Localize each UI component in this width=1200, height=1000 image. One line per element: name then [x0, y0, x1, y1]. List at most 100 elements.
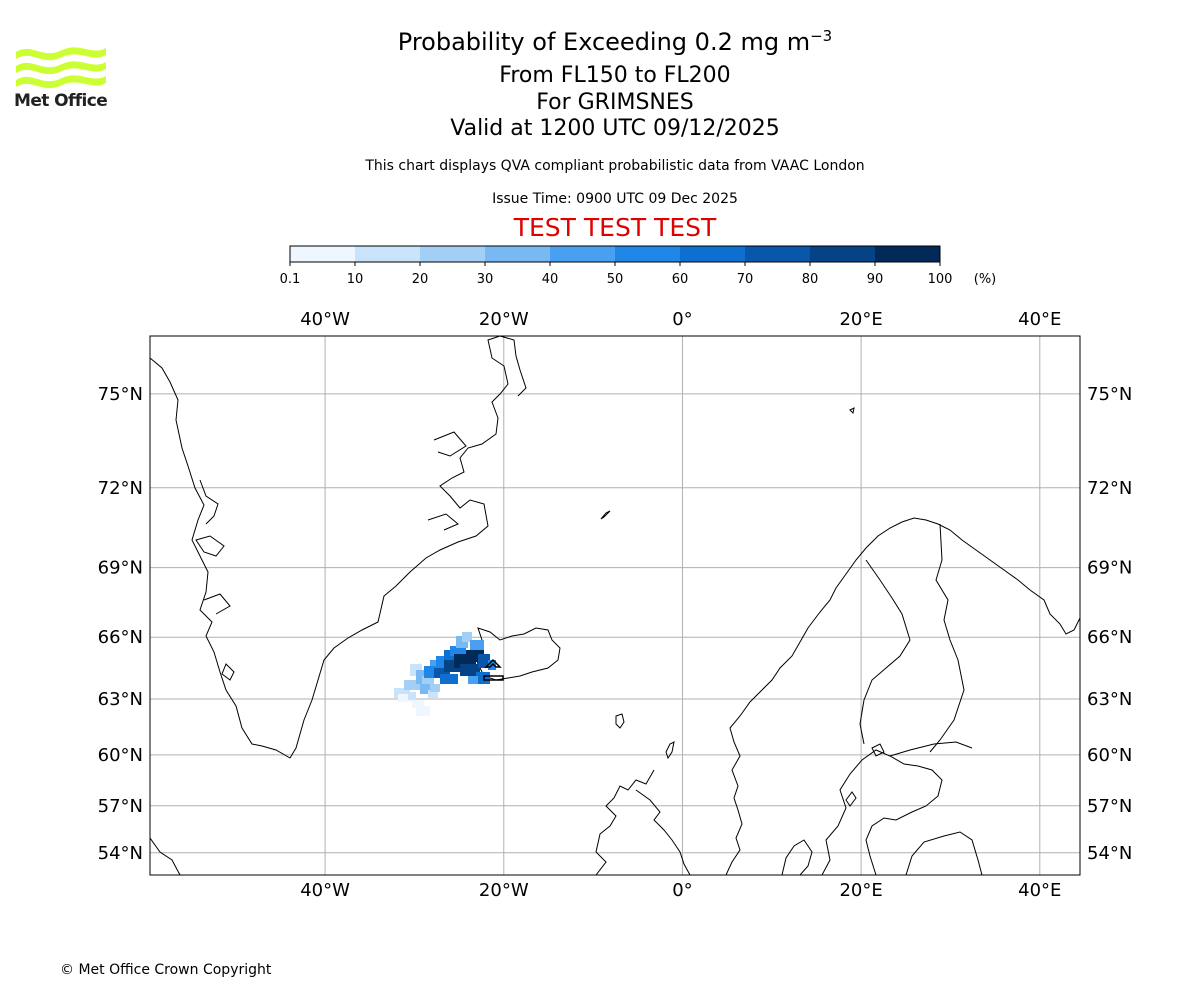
colorbar-tick-label: 10	[347, 272, 364, 287]
colorbar-tick-label: 80	[802, 272, 819, 287]
latitude-label: 72°N	[98, 478, 143, 499]
colorbar-cell	[810, 246, 876, 262]
shetland	[665, 741, 675, 760]
plume-cell	[450, 646, 466, 656]
plume-cell	[440, 674, 458, 684]
copyright: © Met Office Crown Copyright	[60, 962, 272, 978]
plume-cell	[434, 668, 450, 678]
finland-russia-border	[929, 523, 965, 753]
test-banner: TEST TEST TEST	[513, 213, 717, 242]
valid-time-line: Valid at 1200 UTC 09/12/2025	[450, 116, 780, 141]
bear-island	[849, 407, 855, 415]
plume-cell	[476, 672, 490, 684]
faroe-islands	[615, 713, 625, 729]
colorbar-tick-label: 90	[867, 272, 884, 287]
plume-cell	[424, 666, 436, 678]
colorbar-cell	[745, 246, 811, 262]
plume-cell	[478, 654, 490, 668]
longitude-label: 40°E	[1018, 880, 1061, 901]
chart-title: Probability of Exceeding 0.2 mg m−3	[300, 27, 930, 56]
iceland-coast	[473, 627, 561, 681]
latitude-label: 75°N	[98, 384, 143, 405]
colorbar: 0.1 10 20 30 40 50 60 70 80 90 100 (%)	[280, 245, 996, 287]
plume-cell	[462, 632, 472, 642]
colorbar-tick-label: 20	[412, 272, 429, 287]
colorbar-tick-label: 50	[607, 272, 624, 287]
latitude-label: 63°N	[1087, 689, 1132, 710]
plume-cell	[416, 706, 430, 716]
latitude-label: 72°N	[1087, 478, 1132, 499]
title-main: Probability of Exceeding 0.2 mg m	[397, 28, 811, 56]
ash-probability-plume	[394, 632, 496, 716]
title-superscript: −3	[810, 27, 833, 45]
latitude-label: 63°N	[98, 689, 143, 710]
plume-cell	[428, 690, 438, 698]
colorbar-cell	[875, 246, 941, 262]
latitude-label: 69°N	[98, 558, 143, 579]
plume-cell	[408, 692, 416, 700]
plume-cell	[420, 684, 434, 694]
latitude-label: 54°N	[98, 843, 143, 864]
plume-cell	[468, 676, 478, 684]
greenland-fjord-2	[195, 535, 225, 557]
data-note: This chart displays QVA compliant probab…	[365, 158, 865, 174]
longitude-label: 20°W	[479, 309, 529, 330]
greenland-islet	[221, 663, 235, 681]
plume-cell	[398, 694, 412, 702]
longitude-label: 40°W	[300, 880, 350, 901]
colorbar-tick-label: 30	[477, 272, 494, 287]
estonia-latvia	[905, 831, 983, 875]
colorbar-cell	[485, 246, 551, 262]
sweden-finland-border	[859, 559, 911, 745]
colorbar-cell	[680, 246, 746, 262]
colorbar-tick-label: 100	[928, 272, 953, 287]
greenland-fjord-4	[433, 431, 467, 457]
latitude-label: 66°N	[98, 627, 143, 648]
norway-coast	[725, 517, 1080, 875]
issue-time: Issue Time: 0900 UTC 09 Dec 2025	[492, 191, 738, 207]
british-isles	[595, 769, 691, 875]
latitude-label: 69°N	[1087, 558, 1132, 579]
plume-cell	[404, 680, 420, 690]
longitude-label: 20°W	[479, 880, 529, 901]
latitude-label: 57°N	[98, 796, 143, 817]
latitude-label: 66°N	[1087, 627, 1132, 648]
colorbar-cell	[420, 246, 486, 262]
plume-cell	[430, 684, 440, 692]
met-office-logo	[16, 47, 106, 89]
plume-cell	[412, 700, 424, 708]
latitude-label: 60°N	[98, 745, 143, 766]
greenland-fjord-3	[203, 593, 231, 615]
colorbar-tick-label: 70	[737, 272, 754, 287]
canada-corner	[150, 837, 181, 875]
greenland-fjord-5	[427, 513, 459, 531]
map-frame	[149, 335, 1081, 876]
denmark	[781, 839, 813, 875]
plume-cell	[470, 640, 484, 650]
aland	[871, 743, 885, 757]
colorbar-tick-label: 40	[542, 272, 559, 287]
baltic-coast	[821, 749, 943, 875]
colorbar-tick-label: 0.1	[280, 272, 301, 287]
colorbar-cell	[290, 246, 356, 262]
longitude-label: 0°	[672, 880, 692, 901]
colorbar-tick-label: 60	[672, 272, 689, 287]
latitude-label: 57°N	[1087, 796, 1132, 817]
longitude-label: 20°E	[839, 880, 882, 901]
colorbar-cell	[615, 246, 681, 262]
latitude-label: 75°N	[1087, 384, 1132, 405]
flight-level-line: From FL150 to FL200	[499, 63, 731, 88]
plume-cell	[422, 676, 434, 686]
latitude-label: 54°N	[1087, 843, 1132, 864]
jan-mayen	[600, 510, 611, 520]
colorbar-cell	[355, 246, 421, 262]
latitude-label: 60°N	[1087, 745, 1132, 766]
longitude-label: 40°E	[1018, 309, 1061, 330]
greenland-fjord-1	[199, 479, 219, 525]
longitude-label: 20°E	[839, 309, 882, 330]
gulf-of-finland	[889, 741, 973, 757]
gotland	[845, 791, 857, 807]
colorbar-cell	[550, 246, 616, 262]
plume-cell	[394, 688, 410, 698]
